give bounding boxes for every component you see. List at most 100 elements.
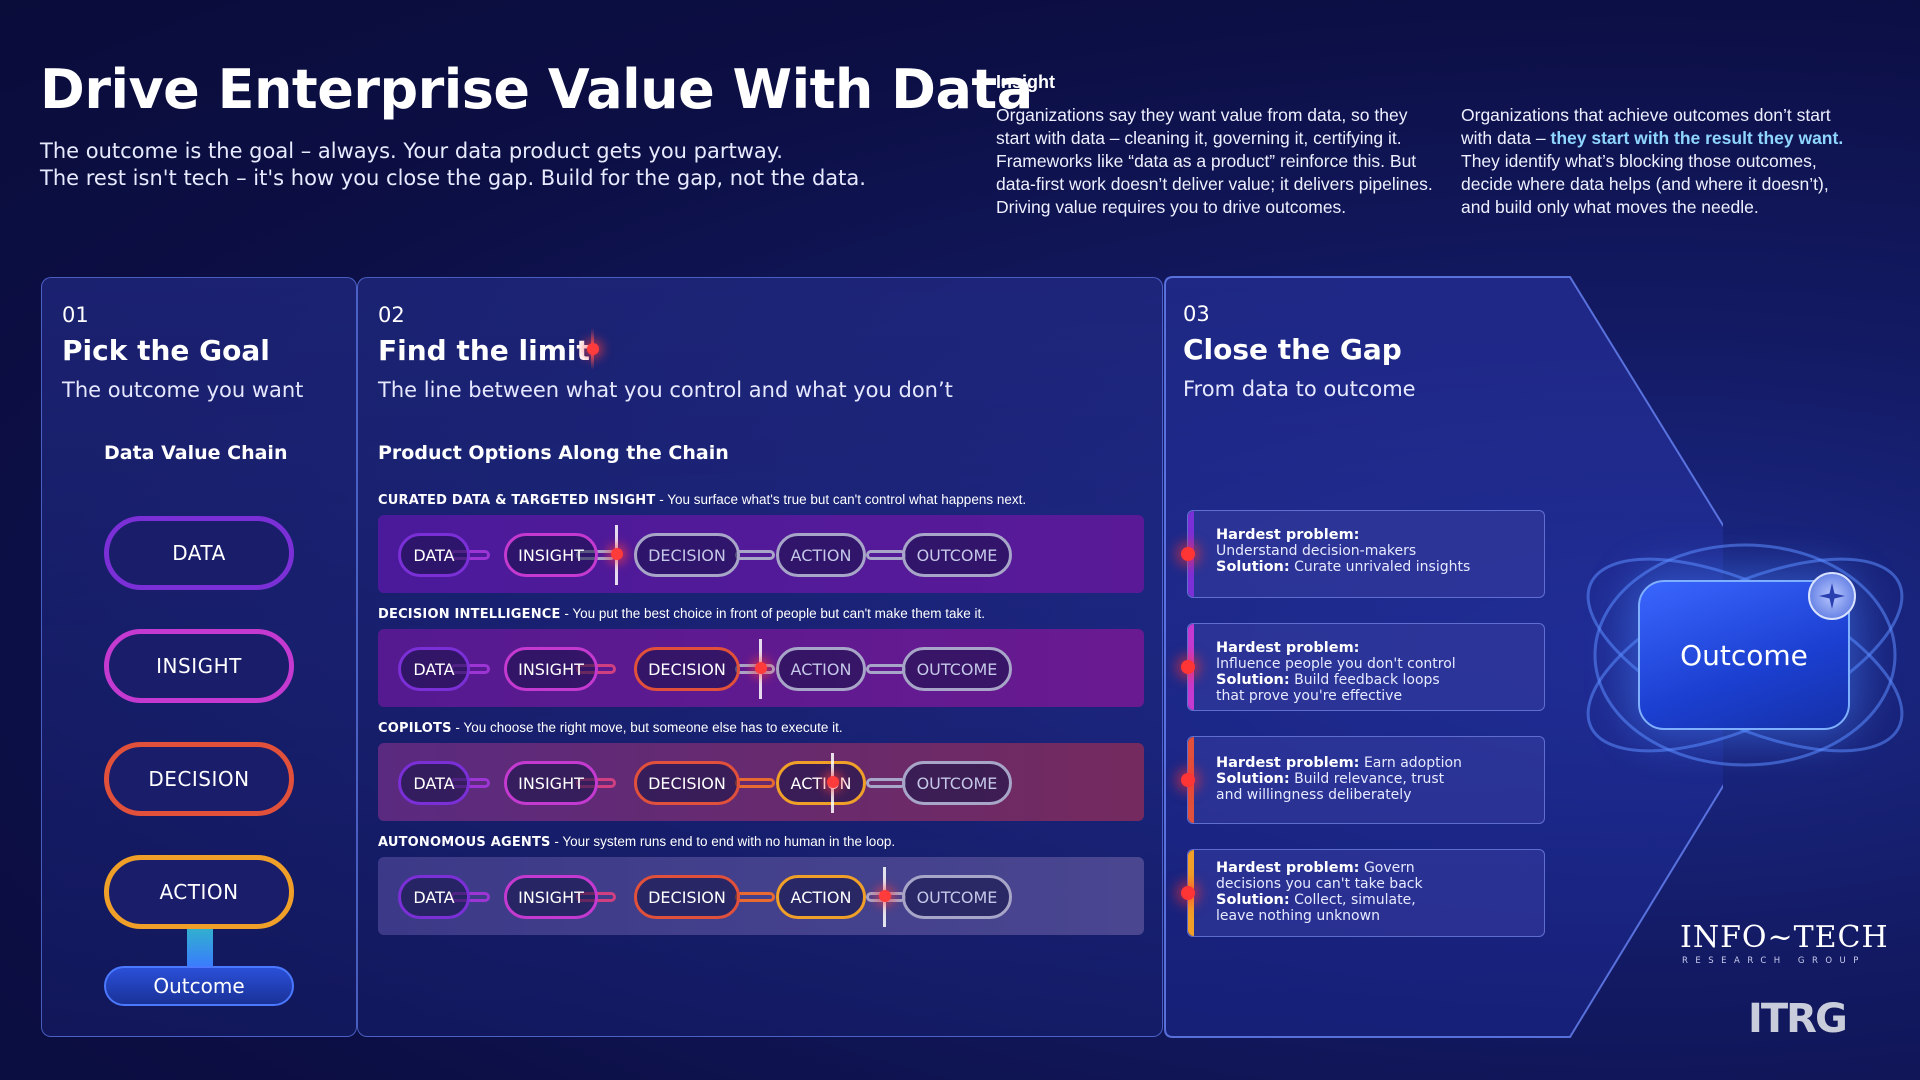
row-2-pill-outcome: OUTCOME	[902, 647, 1012, 691]
chain-outcome-node: Outcome	[104, 966, 294, 1006]
product-options-heading: Product Options Along the Chain	[378, 442, 729, 464]
row-4-limit-dot-icon	[879, 890, 891, 902]
row-4-label: AUTONOMOUS AGENTS - Your system runs end…	[378, 834, 895, 850]
row-3-pill-decision: DECISION	[634, 761, 740, 805]
panel-2-title: Find the limit	[378, 334, 590, 367]
insight-paragraph-1: Organizations say they want value from d…	[996, 105, 1433, 217]
row-1-limit-dot-icon	[611, 548, 623, 560]
row-1-link	[735, 550, 775, 560]
page-title: Drive Enterprise Value With Data	[40, 58, 1033, 121]
row-3-label: COPILOTS - You choose the right move, bu…	[378, 720, 843, 736]
insight-heading: Insight	[996, 72, 1055, 92]
row-3-pill-outcome: OUTCOME	[902, 761, 1012, 805]
card-2-dot-icon	[1181, 660, 1195, 674]
row-4-pill-action: ACTION	[776, 875, 866, 919]
insight-p2-rest: They identify what’s blocking those outc…	[1461, 151, 1829, 217]
panel-3-title: Close the Gap	[1183, 333, 1402, 366]
row-1-pill-action: ACTION	[776, 533, 866, 577]
card-1-problem-label: Hardest problem:	[1216, 527, 1360, 543]
card-4-problem-label: Hardest problem:	[1216, 860, 1360, 876]
subtitle-line-1: The outcome is the goal – always. Your d…	[40, 139, 783, 163]
card-3-solution-label: Solution:	[1216, 771, 1290, 787]
row-3-limit-dot-icon	[827, 776, 839, 788]
subtitle-line-2: The rest isn't tech – it's how you close…	[40, 166, 866, 190]
row-3-pill-insight: INSIGHT	[504, 761, 598, 805]
panel-2-number: 02	[378, 303, 405, 327]
card-3-problem: Earn adoption	[1363, 755, 1462, 771]
chain-insight-node: INSIGHT	[104, 629, 294, 703]
card-2-solution-label: Solution:	[1216, 672, 1290, 688]
card-3-solution: Build relevance, trust and willingness d…	[1216, 771, 1445, 803]
row-1-chain: DATA INSIGHT DECISION ACTION OUTCOME	[378, 515, 1144, 593]
row-2-name: DECISION INTELLIGENCE	[378, 607, 561, 622]
panel-pick-the-goal: 01 Pick the Goal The outcome you want Da…	[41, 277, 357, 1037]
panel-3-subtitle: From data to outcome	[1183, 377, 1416, 401]
row-4-pill-decision: DECISION	[634, 875, 740, 919]
row-3-pill-data: DATA	[398, 761, 470, 805]
panel-1-subtitle: The outcome you want	[62, 378, 304, 402]
panel-3-number: 03	[1183, 302, 1210, 326]
data-value-chain-heading: Data Value Chain	[104, 442, 288, 464]
chain-decision-node: DECISION	[104, 742, 294, 816]
row-4-pill-insight: INSIGHT	[504, 875, 598, 919]
row-2-pill-data: DATA	[398, 647, 470, 691]
row-4-name: AUTONOMOUS AGENTS	[378, 835, 551, 850]
row-3-pill-action: ACTION	[776, 761, 866, 805]
row-2-label: DECISION INTELLIGENCE - You put the best…	[378, 606, 985, 622]
insight-paragraph-2: Organizations that achieve outcomes don’…	[1461, 104, 1861, 219]
panel-1-title: Pick the Goal	[62, 334, 270, 367]
gap-card-4: Hardest problem: Govern decisions you ca…	[1181, 849, 1545, 937]
panel-2-subtitle: The line between what you control and wh…	[378, 378, 953, 402]
gap-card-2: Hardest problem: Influence people you do…	[1181, 623, 1545, 711]
row-3-desc: - You choose the right move, but someone…	[451, 720, 843, 735]
row-1-link	[866, 550, 906, 560]
card-4-dot-icon	[1181, 886, 1195, 900]
page-subtitle: The outcome is the goal – always. Your d…	[40, 138, 960, 192]
gap-card-3: Hardest problem: Earn adoption Solution:…	[1181, 736, 1545, 824]
row-4-desc: - Your system runs end to end with no hu…	[550, 834, 896, 849]
gap-card-1: Hardest problem: Understand decision-mak…	[1181, 510, 1545, 598]
row-2-link	[866, 664, 906, 674]
panel-close-the-gap: 03 Close the Gap From data to outcome	[1163, 277, 1563, 437]
itrg-logo: ITRG	[1748, 996, 1848, 1042]
row-3-link	[866, 778, 906, 788]
row-1-desc: - You surface what's true but can't cont…	[655, 492, 1027, 507]
limit-dot-icon	[587, 343, 599, 355]
row-2-pill-decision: DECISION	[634, 647, 740, 691]
brand-name: INFO~TECH	[1680, 920, 1889, 955]
chain-data-node: DATA	[104, 516, 294, 590]
row-1-name: CURATED DATA & TARGETED INSIGHT	[378, 493, 656, 508]
row-1-label: CURATED DATA & TARGETED INSIGHT - You su…	[378, 492, 1026, 508]
card-3-dot-icon	[1181, 773, 1195, 787]
row-4-pill-data: DATA	[398, 875, 470, 919]
card-3-problem-label: Hardest problem:	[1216, 755, 1360, 771]
brand-tagline: RESEARCH GROUP	[1682, 956, 1866, 966]
row-4-chain: DATA INSIGHT DECISION ACTION OUTCOME	[378, 857, 1144, 935]
row-2-pill-insight: INSIGHT	[504, 647, 598, 691]
card-4-problem: Govern decisions you can't take back	[1216, 860, 1423, 892]
row-2-limit-dot-icon	[755, 662, 767, 674]
row-3-chain: DATA INSIGHT DECISION ACTION OUTCOME	[378, 743, 1144, 821]
row-4-link	[735, 892, 775, 902]
insight-p2-lead: Organizations that achieve outcomes don’…	[1461, 105, 1831, 148]
card-2-problem: Influence people you don't control	[1216, 656, 1456, 672]
card-1-problem: Understand decision-makers	[1216, 543, 1417, 559]
panel-find-the-limit: 02 Find the limit The line between what …	[357, 277, 1163, 1037]
card-1-dot-icon	[1181, 547, 1195, 561]
row-1-pill-outcome: OUTCOME	[902, 533, 1012, 577]
row-2-desc: - You put the best choice in front of pe…	[560, 606, 985, 621]
row-1-pill-insight: INSIGHT	[504, 533, 598, 577]
insight-p2-highlight: they start with the result they want.	[1550, 128, 1844, 148]
row-3-link	[735, 778, 775, 788]
row-1-pill-data: DATA	[398, 533, 470, 577]
chain-action-node: ACTION	[104, 855, 294, 929]
row-4-pill-outcome: OUTCOME	[902, 875, 1012, 919]
card-2-problem-label: Hardest problem:	[1216, 640, 1360, 656]
card-4-solution: Collect, simulate, leave nothing unknown	[1216, 892, 1416, 924]
card-1-solution: Curate unrivaled insights	[1294, 559, 1471, 575]
card-1-solution-label: Solution:	[1216, 559, 1290, 575]
card-2-solution: Build feedback loops that prove you're e…	[1216, 672, 1440, 704]
row-2-chain: DATA INSIGHT DECISION ACTION OUTCOME	[378, 629, 1144, 707]
row-3-name: COPILOTS	[378, 721, 452, 736]
panel-1-number: 01	[62, 303, 89, 327]
